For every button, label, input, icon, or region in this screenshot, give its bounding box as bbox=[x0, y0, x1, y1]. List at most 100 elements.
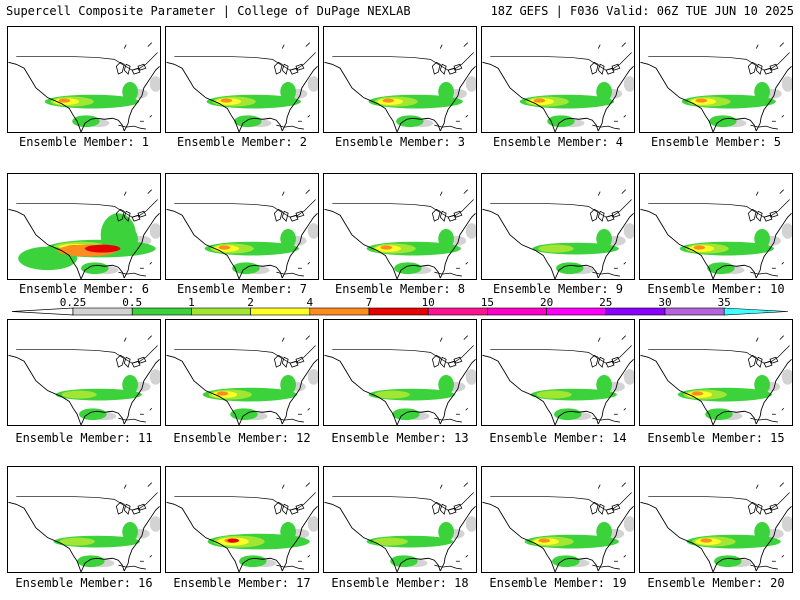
member-label: Ensemble Member: 18 bbox=[331, 576, 469, 590]
colorbar-high-arrow bbox=[723, 307, 789, 316]
scp-orange-core bbox=[691, 391, 704, 396]
ensemble-map-panel bbox=[481, 466, 635, 573]
great-lakes bbox=[115, 208, 147, 222]
scp-field bbox=[44, 76, 160, 128]
scp-gray-area bbox=[623, 369, 634, 385]
canada-border bbox=[332, 345, 474, 364]
colorbar-swatch bbox=[487, 307, 547, 316]
colorbar-swatch bbox=[72, 307, 133, 316]
canada-border bbox=[490, 52, 632, 71]
scp-green-band bbox=[122, 521, 138, 542]
coastline bbox=[8, 501, 160, 572]
great-lakes bbox=[115, 501, 147, 515]
coastline bbox=[482, 354, 634, 425]
ensemble-map bbox=[166, 189, 318, 279]
scp-green-band bbox=[754, 374, 770, 395]
canada-border bbox=[16, 492, 158, 511]
canada-border bbox=[648, 199, 790, 218]
scp-field bbox=[686, 516, 792, 568]
ensemble-map bbox=[324, 482, 476, 572]
islands-outline bbox=[750, 189, 784, 277]
scp-green-band bbox=[554, 408, 582, 421]
colorbar-swatch bbox=[131, 307, 192, 316]
scp-orange-core bbox=[538, 538, 551, 543]
member-label: Ensemble Member: 11 bbox=[15, 431, 153, 445]
canada-border bbox=[16, 345, 158, 364]
scp-green-band bbox=[596, 374, 612, 395]
scp-field bbox=[677, 369, 792, 421]
valid-time: 18Z GEFS | F036 Valid: 06Z TUE JUN 10 20… bbox=[490, 4, 794, 18]
scp-gray-area bbox=[781, 76, 792, 92]
ensemble-map-panel bbox=[7, 26, 161, 133]
member-label: Ensemble Member: 2 bbox=[176, 135, 308, 149]
member-label: Ensemble Member: 1 bbox=[18, 135, 150, 149]
scp-green-band bbox=[77, 555, 105, 568]
scp-red-core bbox=[84, 244, 121, 253]
ensemble-map-panel bbox=[639, 319, 793, 426]
scp-green-band bbox=[280, 81, 296, 102]
great-lakes bbox=[589, 354, 621, 368]
colorbar-tick-label: 25 bbox=[599, 296, 612, 309]
canada-border bbox=[332, 52, 474, 71]
ensemble-map bbox=[166, 335, 318, 425]
scp-green-band bbox=[392, 408, 420, 421]
member-label: Ensemble Member: 7 bbox=[176, 282, 308, 296]
ensemble-map-panel bbox=[639, 26, 793, 133]
scp-green-band bbox=[438, 228, 454, 249]
colorbar-swatch bbox=[250, 307, 311, 316]
colorbar-tick-label: 1 bbox=[188, 296, 195, 309]
coastline bbox=[166, 354, 318, 425]
coastline bbox=[640, 354, 792, 425]
scp-orange-core bbox=[380, 245, 393, 250]
scp-green-band bbox=[754, 81, 770, 102]
ensemble-map bbox=[482, 482, 634, 572]
member-label: Ensemble Member: 10 bbox=[647, 282, 785, 296]
scp-green-band bbox=[438, 81, 454, 102]
coastline bbox=[324, 61, 476, 132]
ensemble-map bbox=[640, 335, 792, 425]
scp-gray-area bbox=[781, 516, 792, 532]
scp-green-band bbox=[280, 374, 296, 395]
scp-gray-area bbox=[623, 76, 634, 92]
canada-border bbox=[174, 492, 316, 511]
ensemble-map bbox=[640, 482, 792, 572]
scp-gray-area bbox=[465, 76, 476, 92]
scp-green-band bbox=[556, 262, 584, 275]
scp-field bbox=[55, 369, 160, 421]
scp-field bbox=[519, 76, 634, 128]
coastline bbox=[640, 61, 792, 132]
great-lakes bbox=[273, 501, 305, 515]
colorbar-tick-label: 7 bbox=[366, 296, 373, 309]
scp-field bbox=[368, 76, 476, 128]
ensemble-map-panel bbox=[165, 173, 319, 280]
scp-field bbox=[681, 76, 792, 128]
scp-gray-area bbox=[307, 76, 318, 92]
scp-green-band bbox=[754, 521, 770, 542]
scp-gray-area bbox=[149, 516, 160, 532]
colorbar-tick-label: 15 bbox=[481, 296, 494, 309]
ensemble-map bbox=[482, 42, 634, 132]
ensemble-map bbox=[8, 42, 160, 132]
islands-outline bbox=[750, 42, 784, 130]
coastline bbox=[166, 61, 318, 132]
scp-orange-core bbox=[216, 391, 229, 396]
canada-border bbox=[174, 199, 316, 218]
coastline bbox=[166, 501, 318, 572]
islands-outline bbox=[118, 42, 152, 130]
scp-field bbox=[202, 369, 318, 421]
member-label: Ensemble Member: 9 bbox=[492, 282, 624, 296]
member-label: Ensemble Member: 3 bbox=[334, 135, 466, 149]
scp-orange-core bbox=[700, 538, 713, 543]
scp-green-band bbox=[552, 555, 580, 568]
ensemble-map-panel bbox=[7, 319, 161, 426]
great-lakes bbox=[747, 354, 779, 368]
scp-field bbox=[679, 223, 792, 275]
scp-gray-area bbox=[781, 223, 792, 239]
canada-border bbox=[490, 492, 632, 511]
great-lakes bbox=[431, 501, 463, 515]
great-lakes bbox=[431, 354, 463, 368]
ensemble-map-panel bbox=[323, 173, 477, 280]
great-lakes bbox=[431, 208, 463, 222]
canada-border bbox=[174, 345, 316, 364]
islands-outline bbox=[118, 189, 152, 277]
